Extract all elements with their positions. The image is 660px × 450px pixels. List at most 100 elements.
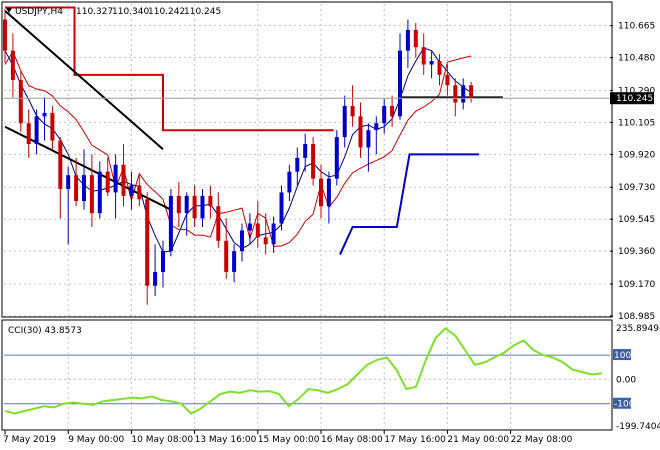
- price-tick-label: 110.290: [618, 86, 655, 96]
- date-label: 9 May 00:00: [68, 435, 124, 445]
- cci-tick-label: 0.00: [616, 375, 636, 385]
- ohlc-open: 110.327: [76, 7, 113, 17]
- date-label: 21 May 00:00: [447, 435, 509, 445]
- candle-body: [382, 105, 387, 124]
- price-tick-label: 110.480: [618, 54, 655, 64]
- ma-slow-line: [4, 50, 472, 247]
- candle-body: [89, 175, 94, 214]
- candle-body: [255, 223, 260, 238]
- trendline: [4, 10, 164, 150]
- cci-tick-label: -100: [614, 400, 635, 410]
- cci-tick-label: -199.7404: [616, 422, 660, 432]
- price-tick-label: 109.170: [618, 280, 655, 290]
- cci-indicator: 235.8949 100 0.00 -100 -199.7404: [4, 324, 660, 432]
- candle-body: [129, 185, 134, 196]
- candle-body: [413, 29, 418, 48]
- cci-line: [4, 326, 603, 415]
- date-label: 13 May 16:00: [195, 435, 257, 445]
- candle-body: [390, 105, 395, 117]
- candle-body: [113, 164, 118, 193]
- candle-body: [224, 240, 229, 272]
- triangle-down-icon: [6, 8, 12, 13]
- cci-tick-label: 235.8949: [616, 324, 659, 334]
- candle-body: [421, 47, 426, 65]
- candle-body: [342, 105, 347, 138]
- current-price-box: [610, 92, 654, 105]
- cci-level-box: [613, 349, 631, 361]
- candle-body: [295, 157, 300, 172]
- candle-body: [232, 251, 237, 272]
- candle-body: [161, 251, 165, 272]
- candle-body: [263, 237, 268, 245]
- candle-body: [216, 206, 221, 241]
- candle-body: [3, 19, 7, 51]
- price-tick-label: 109.920: [618, 150, 655, 160]
- candle-body: [240, 230, 244, 252]
- candle-body: [319, 178, 323, 207]
- candle-body: [34, 116, 39, 145]
- indicator-lines: [4, 6, 503, 256]
- candle-body: [271, 223, 276, 245]
- cci-tick-label: 100: [614, 351, 631, 361]
- price-tick-label: 110.105: [618, 118, 655, 128]
- date-label: 22 May 08:00: [511, 435, 573, 445]
- candle-body: [66, 175, 71, 189]
- main-pane-border: [1, 1, 613, 318]
- candle-body: [58, 140, 63, 189]
- date-label: 16 May 08:00: [321, 435, 383, 445]
- candle-body: [184, 195, 189, 214]
- candle-body: [398, 50, 402, 117]
- candles: [3, 9, 474, 305]
- candle-body: [429, 61, 434, 65]
- candle-body: [303, 144, 308, 158]
- candle-body: [469, 85, 474, 98]
- candle-body: [453, 85, 458, 103]
- cci-label: CCI(30) 43.8573: [8, 326, 82, 336]
- stop-line: [5, 6, 334, 132]
- price-tick-label: 109.360: [618, 247, 655, 257]
- candle-body: [26, 123, 31, 145]
- candle-body: [121, 164, 126, 196]
- candle-body: [334, 137, 339, 179]
- candle-body: [366, 130, 371, 148]
- current-price-label: 110.245: [616, 94, 653, 104]
- symbol-timeframe: USDJPY,H4: [15, 7, 63, 17]
- candle-body: [145, 199, 150, 286]
- ohlc-high: 110.340: [112, 7, 149, 17]
- trendline: [4, 125, 172, 211]
- candle-body: [279, 192, 284, 224]
- candle-body: [82, 175, 86, 202]
- candle-body: [247, 223, 252, 231]
- candle-body: [461, 85, 466, 103]
- candle-body: [18, 80, 23, 124]
- grid: [4, 4, 610, 428]
- date-label: 15 May 00:00: [258, 435, 320, 445]
- candle-body: [168, 195, 173, 252]
- candle-body: [74, 175, 79, 202]
- candle-body: [287, 171, 292, 193]
- price-tick-label: 109.730: [618, 183, 655, 193]
- cci-pane-border: [1, 319, 613, 431]
- date-label: 10 May 08:00: [131, 435, 193, 445]
- candle-body: [350, 105, 355, 117]
- candle-body: [374, 123, 379, 131]
- price-tick-label: 108.985: [618, 312, 655, 322]
- date-label: 7 May 2019: [3, 435, 56, 445]
- candle-body: [137, 185, 142, 200]
- candle-body: [405, 29, 410, 51]
- candle-body: [200, 195, 205, 219]
- candle-body: [153, 271, 158, 286]
- axis-labels: 110.665 110.480 110.290 110.105 109.920 109.7…: [3, 22, 655, 445]
- candle-body: [311, 144, 316, 179]
- cci-level-box: [613, 397, 631, 409]
- candle-body: [326, 178, 331, 207]
- ohlc-low: 110.242: [148, 7, 185, 17]
- candle-body: [176, 195, 181, 214]
- price-tick-label: 110.665: [618, 22, 655, 32]
- candle-body: [97, 171, 102, 214]
- candle-body: [10, 50, 15, 81]
- ohlc-close: 110.245: [184, 7, 221, 17]
- price-tick-label: 109.545: [618, 215, 655, 225]
